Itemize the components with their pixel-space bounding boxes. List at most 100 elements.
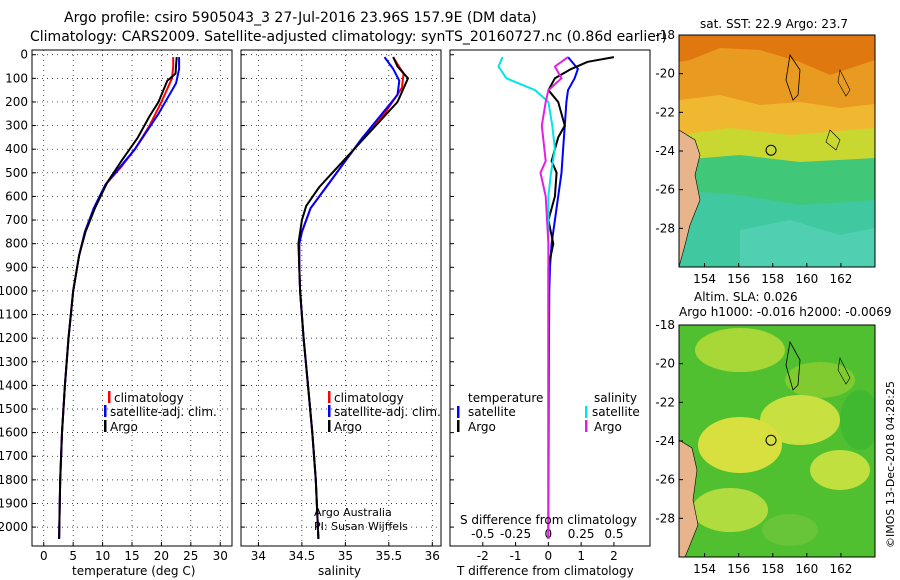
map-lat-label: -18 [655, 28, 675, 42]
map-lon-label: 162 [829, 562, 852, 576]
legend-swatch-s-satellite [585, 406, 588, 418]
map-lat-label: -28 [655, 511, 675, 525]
difference-panel [449, 49, 651, 547]
legend-s-satellite: satellite [592, 405, 640, 419]
legend-swatch-t-argo [457, 420, 460, 432]
salinity-panel [240, 49, 442, 547]
temperature-panel [31, 49, 233, 547]
x-tick-label: 1 [577, 549, 585, 563]
legend-s-argo: Argo [594, 420, 622, 434]
legend-temperature-heading: temperature [468, 391, 543, 405]
depth-tick-label: 2000 [0, 520, 28, 534]
legend-swatch-satellite [104, 405, 107, 417]
depth-tick-label: 800 [5, 237, 28, 251]
map-lat-label: -26 [655, 183, 675, 197]
sst-map [679, 35, 875, 267]
x-tick-label: -2 [477, 549, 489, 563]
map-lat-label: -20 [655, 357, 675, 371]
x-tick-label: 35.5 [375, 549, 402, 563]
legend-swatch-argo [328, 420, 331, 432]
depth-tick-label: 1300 [0, 355, 28, 369]
figure-title-line2: Climatology: CARS2009. Satellite-adjuste… [30, 29, 667, 45]
map-axis-ticks: -18 -20 -22 -24 -26 -28 154 156 158 160 162 -18 -20 -… [655, 28, 852, 576]
map-lat-label: -18 [655, 318, 675, 332]
x2-tick-label: -0.5 [471, 527, 494, 541]
map-lat-label: -22 [655, 395, 675, 409]
annotation-pi: PI: Susan Wijffels [314, 520, 408, 533]
series-line-s-argo [539, 56, 569, 539]
x2-tick-label: 0.25 [568, 527, 595, 541]
depth-tick-label: 1900 [0, 496, 28, 510]
figure-title-line1: Argo profile: csiro 5905043_3 27-Jul-201… [64, 10, 537, 26]
depth-tick-label: 500 [5, 166, 28, 180]
legend-argo: Argo [334, 420, 362, 434]
x-tick-label: 36 [425, 549, 440, 563]
map-lon-label: 158 [761, 562, 784, 576]
x-tick-label: 20 [154, 549, 169, 563]
map-lon-label: 162 [829, 272, 852, 286]
legend-satellite: satellite-adj. clim. [334, 405, 441, 419]
map-lon-label: 160 [795, 562, 818, 576]
depth-tick-label: 400 [5, 142, 28, 156]
depth-tick-label: 1100 [0, 308, 28, 322]
depth-axis: 0 100 200 300 400 500 600 700 800 900 1000 1100 1200… [0, 48, 454, 534]
x-tick-label: 34.5 [289, 549, 316, 563]
legend-t-argo: Argo [468, 420, 496, 434]
legend-swatch-climatology [108, 391, 111, 403]
legend-swatch-argo [104, 420, 107, 432]
map-lat-label: -22 [655, 105, 675, 119]
depth-tick-label: 1500 [0, 402, 28, 416]
x-tick-label: 25 [183, 549, 198, 563]
legend-swatch-s-argo [585, 420, 588, 432]
temperature-xlabel: temperature (deg C) [72, 564, 195, 578]
legend-swatch-t-satellite [457, 406, 460, 418]
sla-map [679, 325, 875, 557]
map-lon-label: 160 [795, 272, 818, 286]
map-lon-label: 154 [693, 562, 716, 576]
annotation-institution: Argo Australia [314, 506, 392, 519]
x-axis-ticks: 0 5 10 15 20 25 30 34 34.5 35 35.5 36 -2 -1 0 1 2 -0.5 -0.… [40, 527, 624, 563]
argo-location-marker [765, 144, 777, 156]
x-tick-label: 0 [545, 549, 553, 563]
map-lon-label: 158 [761, 272, 784, 286]
series-line-s-satellite [497, 56, 556, 539]
x-tick-label: 35 [338, 549, 353, 563]
depth-tick-label: 200 [5, 95, 28, 109]
sla-map-title: Altim. SLA: 0.026 [694, 290, 798, 304]
difference-xlabel: T difference from climatology [456, 564, 634, 578]
map-lat-label: -24 [655, 434, 675, 448]
map-lon-label: 156 [727, 562, 750, 576]
x-tick-label: 5 [69, 549, 77, 563]
map-lat-label: -20 [655, 67, 675, 81]
x-tick-label: -1 [510, 549, 522, 563]
map-lat-label: -24 [655, 144, 675, 158]
depth-tick-label: 1200 [0, 331, 28, 345]
depth-tick-label: 0 [20, 48, 28, 62]
depth-tick-label: 1800 [0, 473, 28, 487]
map-lon-label: 156 [727, 272, 750, 286]
x-tick-label: 10 [95, 549, 110, 563]
legend-swatch-climatology [328, 391, 331, 403]
legend-satellite: satellite-adj. clim. [110, 405, 217, 419]
x-tick-label: 2 [610, 549, 618, 563]
sla-map-subtitle: Argo h1000: -0.016 h2000: -0.0069 [679, 305, 892, 319]
series-line-argo [58, 57, 178, 539]
legend-argo: Argo [110, 420, 138, 434]
map-lat-label: -28 [655, 221, 675, 235]
depth-tick-label: 1700 [0, 449, 28, 463]
x2-tick-label: 0.5 [604, 527, 623, 541]
legend-climatology: climatology [334, 391, 404, 405]
temperature-legend: climatology satellite-adj. clim. Argo [104, 391, 217, 434]
profile-series [58, 56, 615, 539]
grid-lines [32, 50, 441, 546]
legend-salinity-heading: salinity [594, 391, 637, 405]
series-line-satellite-adj-clim- [58, 57, 181, 539]
x-tick-label: 0 [40, 549, 48, 563]
x-tick-label: 30 [213, 549, 228, 563]
depth-tick-label: 100 [5, 71, 28, 85]
depth-tick-label: 600 [5, 189, 28, 203]
x2-tick-label: -0.25 [500, 527, 531, 541]
sst-map-title: sat. SST: 22.9 Argo: 23.7 [700, 17, 848, 31]
salinity-xlabel: salinity [318, 564, 361, 578]
